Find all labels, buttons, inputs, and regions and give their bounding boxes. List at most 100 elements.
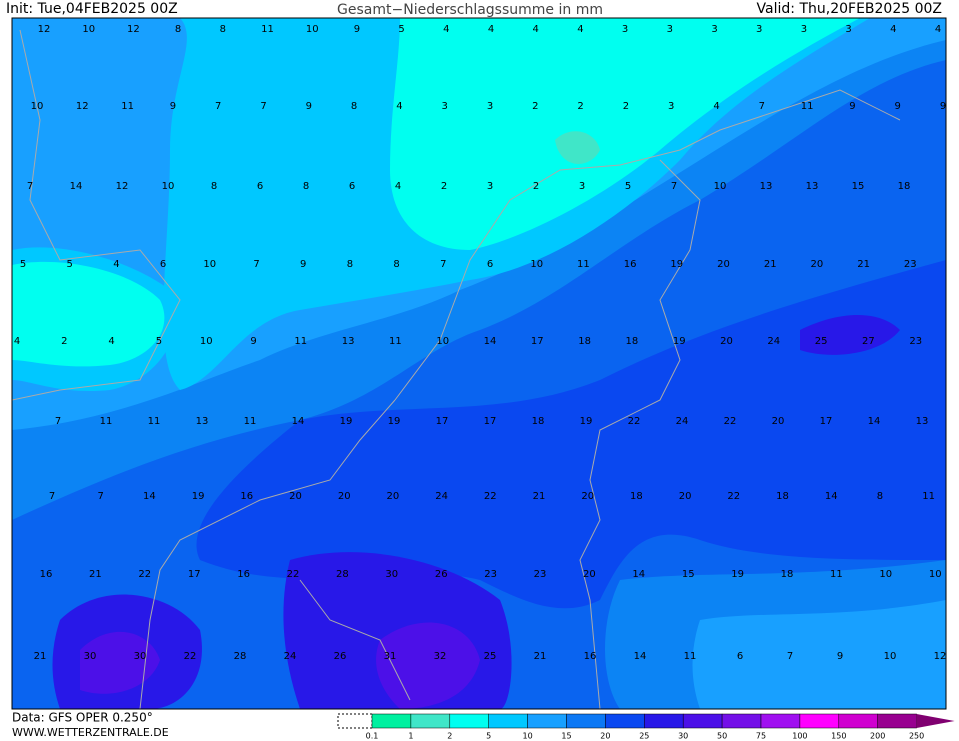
grid-value: 8 xyxy=(877,491,883,502)
legend-swatch xyxy=(721,713,762,729)
grid-value: 12 xyxy=(127,24,140,35)
grid-value: 14 xyxy=(632,569,645,580)
grid-value: 8 xyxy=(211,181,217,192)
grid-value: 4 xyxy=(935,24,941,35)
grid-value: 3 xyxy=(487,101,493,112)
grid-value: 9 xyxy=(849,101,855,112)
grid-value: 4 xyxy=(533,24,539,35)
grid-value: 16 xyxy=(40,569,53,580)
legend-swatch xyxy=(644,713,684,729)
grid-value: 14 xyxy=(70,181,83,192)
grid-value: 5 xyxy=(625,181,631,192)
map-title: Gesamt−Niederschlagssumme in mm xyxy=(337,2,603,18)
grid-value: 13 xyxy=(196,416,209,427)
grid-value: 3 xyxy=(667,24,673,35)
grid-value: 7 xyxy=(759,101,765,112)
legend-swatch xyxy=(449,713,489,729)
legend-label: 200 xyxy=(870,732,885,741)
grid-value: 7 xyxy=(253,259,259,270)
legend-label: 75 xyxy=(756,732,766,741)
grid-value: 8 xyxy=(393,259,399,270)
grid-value: 3 xyxy=(442,101,448,112)
grid-value: 18 xyxy=(776,491,789,502)
grid-value: 12 xyxy=(38,24,51,35)
grid-value: 10 xyxy=(306,24,319,35)
grid-value: 19 xyxy=(670,259,683,270)
grid-value: 21 xyxy=(89,569,102,580)
grid-value: 12 xyxy=(76,101,89,112)
legend-label: 250 xyxy=(909,732,924,741)
grid-value: 7 xyxy=(440,259,446,270)
grid-value: 10 xyxy=(714,181,727,192)
grid-value: 7 xyxy=(215,101,221,112)
grid-value: 7 xyxy=(49,491,55,502)
legend-arrow xyxy=(916,714,955,728)
grid-value: 3 xyxy=(487,181,493,192)
grid-value: 5 xyxy=(156,336,162,347)
grid-value: 2 xyxy=(61,336,67,347)
grid-value: 9 xyxy=(306,101,312,112)
grid-value: 18 xyxy=(630,491,643,502)
grid-value: 21 xyxy=(34,651,47,662)
grid-value: 8 xyxy=(175,24,181,35)
grid-value: 11 xyxy=(389,336,402,347)
grid-value: 8 xyxy=(220,24,226,35)
legend-label: 15 xyxy=(561,732,571,741)
grid-value: 11 xyxy=(830,569,843,580)
grid-value: 13 xyxy=(342,336,355,347)
grid-value: 4 xyxy=(890,24,896,35)
grid-value: 11 xyxy=(244,416,257,427)
grid-value: 11 xyxy=(294,336,307,347)
grid-value: 11 xyxy=(684,651,697,662)
grid-value: 2 xyxy=(623,101,629,112)
grid-value: 15 xyxy=(852,181,865,192)
grid-value: 10 xyxy=(200,336,213,347)
grid-value: 20 xyxy=(583,569,596,580)
grid-value: 17 xyxy=(531,336,544,347)
legend-label: 30 xyxy=(678,732,688,741)
grid-value: 31 xyxy=(384,651,397,662)
grid-value: 16 xyxy=(237,569,250,580)
grid-value: 24 xyxy=(676,416,689,427)
grid-value: 11 xyxy=(261,24,274,35)
grid-value: 20 xyxy=(679,491,692,502)
grid-value: 24 xyxy=(284,651,297,662)
map-frame xyxy=(11,17,947,710)
grid-value: 23 xyxy=(484,569,497,580)
grid-value: 14 xyxy=(292,416,305,427)
grid-value: 4 xyxy=(488,24,494,35)
grid-value: 22 xyxy=(138,569,151,580)
grid-value: 17 xyxy=(820,416,833,427)
grid-value: 6 xyxy=(160,259,166,270)
grid-value: 14 xyxy=(484,336,497,347)
grid-value: 3 xyxy=(801,24,807,35)
grid-value: 3 xyxy=(579,181,585,192)
grid-value: 16 xyxy=(240,491,253,502)
valid-time: Valid: Thu,20FEB2025 00Z xyxy=(757,1,942,17)
grid-value: 22 xyxy=(484,491,497,502)
grid-value: 7 xyxy=(671,181,677,192)
grid-value: 20 xyxy=(772,416,785,427)
grid-value: 9 xyxy=(300,259,306,270)
grid-value: 7 xyxy=(55,416,61,427)
grid-value: 20 xyxy=(338,491,351,502)
grid-value: 9 xyxy=(170,101,176,112)
grid-value: 12 xyxy=(116,181,129,192)
grid-value: 11 xyxy=(100,416,113,427)
grid-value: 25 xyxy=(815,336,828,347)
grid-value: 11 xyxy=(922,491,935,502)
grid-value: 18 xyxy=(626,336,639,347)
grid-value: 6 xyxy=(487,259,493,270)
grid-value: 22 xyxy=(628,416,641,427)
grid-value: 3 xyxy=(756,24,762,35)
grid-value: 20 xyxy=(387,491,400,502)
grid-value: 8 xyxy=(351,101,357,112)
legend-swatch xyxy=(527,713,567,729)
grid-value: 4 xyxy=(108,336,114,347)
legend-label: 50 xyxy=(717,732,727,741)
grid-value: 4 xyxy=(443,24,449,35)
legend-label: 0.1 xyxy=(366,732,379,741)
grid-value: 21 xyxy=(764,259,777,270)
legend-label: 100 xyxy=(792,732,807,741)
